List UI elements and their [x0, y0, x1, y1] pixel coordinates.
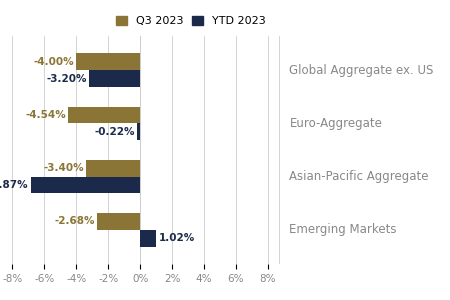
Text: -2.68%: -2.68% — [55, 216, 95, 226]
Text: -0.22%: -0.22% — [94, 127, 135, 137]
Text: -6.87%: -6.87% — [0, 180, 29, 190]
Text: 1.02%: 1.02% — [158, 233, 195, 243]
Bar — [137, 124, 140, 140]
Text: -3.20%: -3.20% — [47, 74, 87, 84]
Bar — [86, 160, 140, 176]
Bar — [97, 213, 140, 230]
Text: -4.00%: -4.00% — [34, 57, 74, 67]
Bar — [68, 106, 140, 124]
Text: -4.54%: -4.54% — [25, 110, 66, 120]
Text: Euro-Aggregate: Euro-Aggregate — [289, 117, 382, 130]
Text: -3.40%: -3.40% — [43, 163, 84, 173]
Bar — [76, 53, 140, 70]
Legend: Q3 2023, YTD 2023: Q3 2023, YTD 2023 — [111, 12, 270, 31]
Bar — [140, 230, 157, 247]
Text: Emerging Markets: Emerging Markets — [289, 223, 397, 236]
Text: Asian-Pacific Aggregate: Asian-Pacific Aggregate — [289, 170, 429, 183]
Text: Global Aggregate ex. US: Global Aggregate ex. US — [289, 64, 434, 77]
Bar — [31, 176, 140, 194]
Bar — [89, 70, 140, 87]
